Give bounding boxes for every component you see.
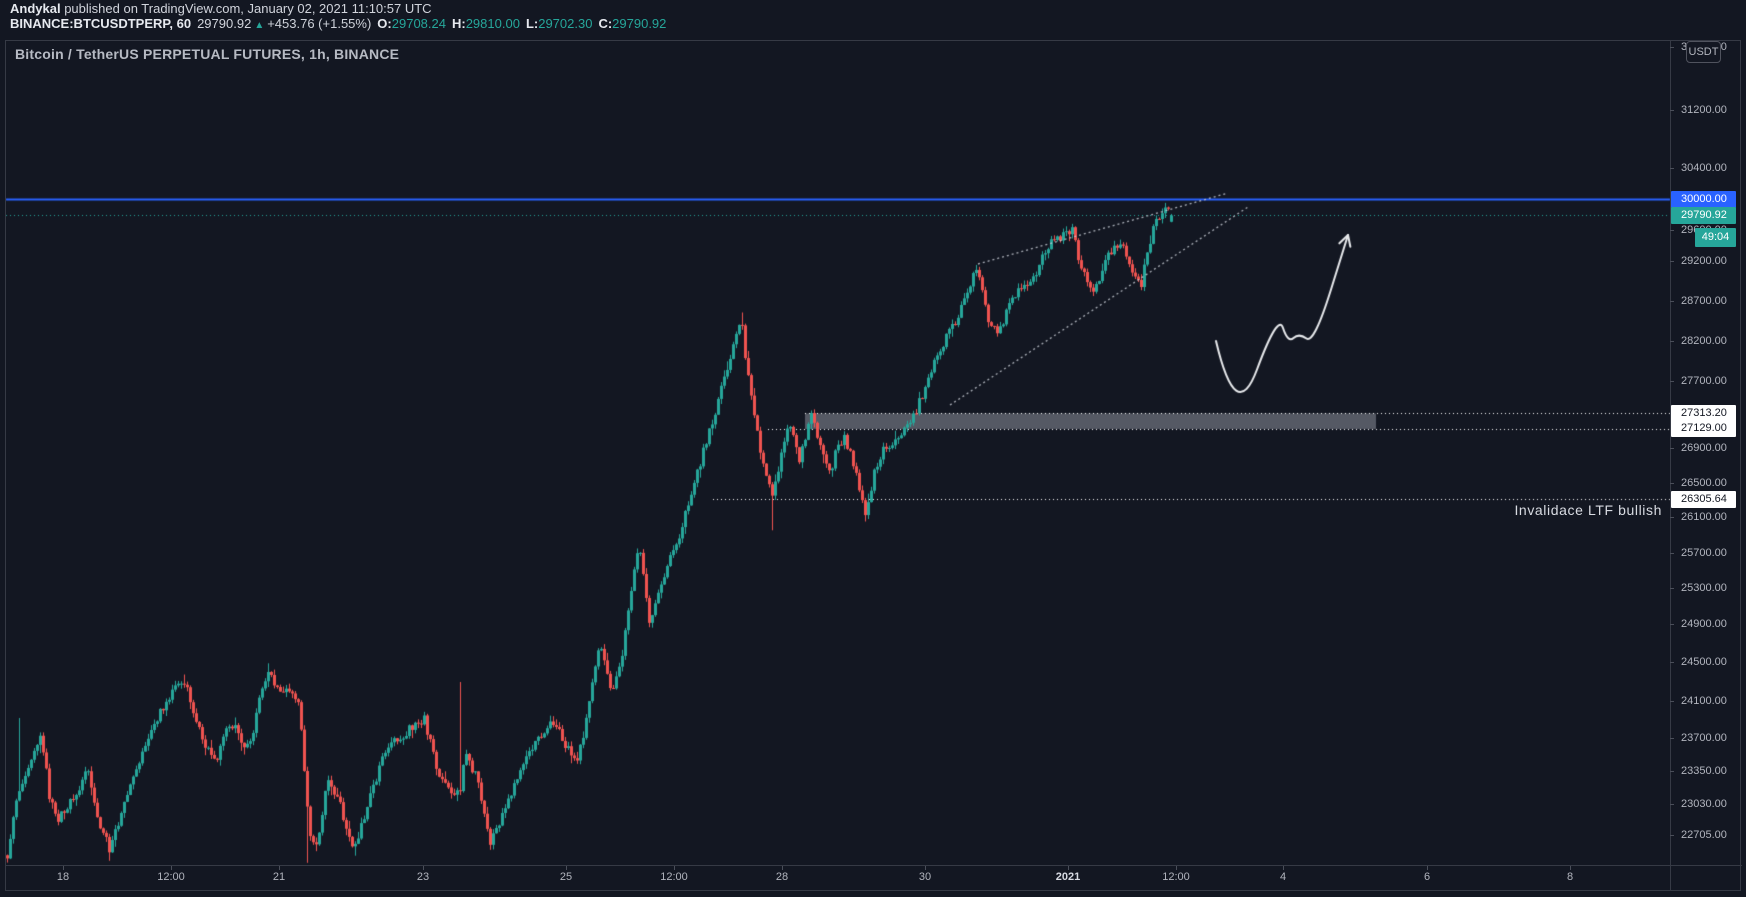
time-tick-mark	[1570, 866, 1571, 870]
price-label-horizontal-line-30000: 30000.00	[1671, 190, 1736, 208]
time-tick-label: 6	[1423, 871, 1431, 883]
time-axis[interactable]: 18 12:00 21 23 25 12:00 28 30 2021 12:00 4 6 8	[5, 866, 1670, 892]
high-label: H:	[451, 16, 466, 31]
time-tick-mark	[674, 866, 675, 870]
price-tick-mark	[1670, 738, 1674, 739]
time-tick-mark	[1176, 866, 1177, 870]
price-tick-label: 23700.00	[1681, 732, 1727, 744]
price-tick-label: 24500.00	[1681, 656, 1727, 668]
price-axis[interactable]: 32000.0031200.0030400.0029600.0029200.00…	[1670, 40, 1746, 865]
price-tick-mark	[1670, 47, 1674, 48]
price-axis-separator	[1670, 40, 1671, 891]
price-tick-mark	[1670, 381, 1674, 382]
time-tick-label: 12:00	[157, 871, 185, 883]
bar-countdown-label: 49:04	[1695, 227, 1736, 247]
time-tick-label: 12:00	[660, 871, 688, 883]
price-tick-mark	[1670, 168, 1674, 169]
price-tick-label: 25700.00	[1681, 547, 1727, 559]
close-label: C:	[598, 16, 613, 31]
price-label-supply-zone-bottom: 27129.00	[1671, 420, 1736, 438]
price-tick-mark	[1670, 517, 1674, 518]
price-tick-mark	[1670, 835, 1674, 836]
published-text: published on TradingView.com, January 02…	[60, 1, 432, 16]
time-tick-mark	[63, 866, 64, 870]
price-tick-label: 23350.00	[1681, 765, 1727, 777]
price-tick-mark	[1670, 448, 1674, 449]
time-tick-mark	[171, 866, 172, 870]
time-tick-label: 2021	[1055, 871, 1081, 883]
price-tick-label: 22705.00	[1681, 829, 1727, 841]
price-tick-mark	[1670, 662, 1674, 663]
time-tick-label: 25	[559, 871, 573, 883]
time-tick-label: 12:00	[1162, 871, 1190, 883]
chart-frame-border	[5, 40, 1741, 891]
invalidation-annotation[interactable]: Invalidace LTF bullish	[1514, 502, 1662, 518]
price-tick-mark	[1670, 483, 1674, 484]
price-tick-mark	[1670, 624, 1674, 625]
time-tick-label: 21	[272, 871, 286, 883]
low-value: 29702.30	[538, 16, 593, 31]
time-tick-label: 18	[56, 871, 70, 883]
open-value: 29708.24	[391, 16, 446, 31]
time-tick-label: 4	[1279, 871, 1287, 883]
price-label-supply-zone-top: 27313.20	[1671, 404, 1736, 422]
last-price: 29790.92	[197, 16, 252, 31]
price-tick-label: 30400.00	[1681, 162, 1727, 174]
open-label: O:	[377, 16, 392, 31]
time-tick-label: 8	[1566, 871, 1574, 883]
time-axis-separator	[5, 865, 1742, 866]
price-tick-mark	[1670, 588, 1674, 589]
chart-title: Bitcoin / TetherUS PERPETUAL FUTURES, 1h…	[15, 46, 400, 62]
price-tick-label: 24100.00	[1681, 695, 1727, 707]
price-tick-mark	[1670, 553, 1674, 554]
high-value: 29810.00	[465, 16, 520, 31]
price-label-last-price-line: 29790.92	[1671, 206, 1736, 224]
price-tick-label: 25300.00	[1681, 582, 1727, 594]
time-tick-mark	[1283, 866, 1284, 870]
time-tick-mark	[925, 866, 926, 870]
price-change: +453.76 (+1.55%)	[267, 16, 372, 31]
time-tick-label: 28	[775, 871, 789, 883]
time-tick-mark	[1427, 866, 1428, 870]
time-tick-label: 30	[918, 871, 932, 883]
price-tick-mark	[1670, 261, 1674, 262]
price-tick-label: 28200.00	[1681, 335, 1727, 347]
time-tick-mark	[782, 866, 783, 870]
author-name: Andykal	[10, 1, 61, 16]
close-value: 29790.92	[612, 16, 667, 31]
price-tick-label: 26500.00	[1681, 477, 1727, 489]
price-tick-mark	[1670, 110, 1674, 111]
time-tick-mark	[1068, 866, 1069, 870]
price-tick-label: 24900.00	[1681, 618, 1727, 630]
currency-toggle-button[interactable]: USDT	[1686, 41, 1721, 63]
price-tick-mark	[1670, 804, 1674, 805]
snapshot-header: Andykal published on TradingView.com, Ja…	[10, 1, 666, 33]
time-tick-mark	[279, 866, 280, 870]
price-tick-mark	[1670, 341, 1674, 342]
up-triangle-icon: ▲	[254, 20, 265, 31]
publish-info-line: Andykal published on TradingView.com, Ja…	[10, 1, 666, 16]
price-label-ltf-invalidation-level: 26305.64	[1671, 490, 1736, 508]
price-tick-label: 23030.00	[1681, 798, 1727, 810]
price-tick-label: 26100.00	[1681, 511, 1727, 523]
time-tick-mark	[423, 866, 424, 870]
price-tick-mark	[1670, 701, 1674, 702]
price-tick-label: 28700.00	[1681, 295, 1727, 307]
price-tick-label: 29200.00	[1681, 255, 1727, 267]
time-tick-label: 23	[416, 871, 430, 883]
price-tick-mark	[1670, 230, 1674, 231]
symbol-name: BINANCE:BTCUSDTPERP, 60	[10, 16, 192, 31]
price-tick-mark	[1670, 301, 1674, 302]
price-tick-label: 27700.00	[1681, 375, 1727, 387]
price-tick-label: 26900.00	[1681, 442, 1727, 454]
symbol-ohlc-line: BINANCE:BTCUSDTPERP, 60 29790.92 ▲ +453.76 …	[10, 17, 666, 33]
low-label: L:	[525, 16, 539, 31]
time-tick-mark	[566, 866, 567, 870]
price-tick-mark	[1670, 771, 1674, 772]
price-tick-label: 31200.00	[1681, 104, 1727, 116]
